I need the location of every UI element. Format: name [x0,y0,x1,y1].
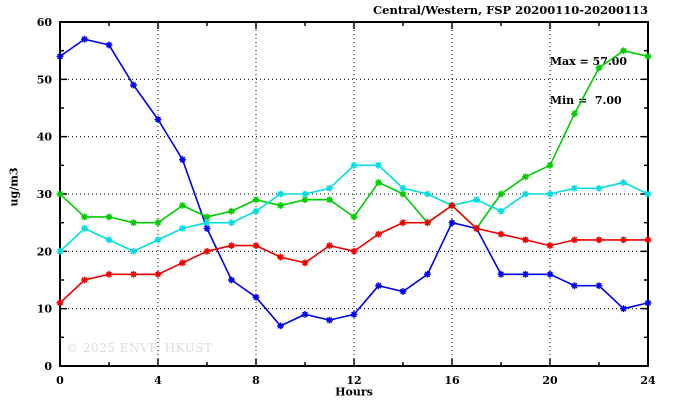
y-tick-label: 60 [37,16,53,29]
x-tick-label: 20 [542,374,558,387]
min-annotation: Min = 7.00 [549,94,622,107]
x-tick-label: 16 [444,374,460,387]
series-2-green-line [59,49,649,230]
max-annotation: Max = 57.00 [549,55,627,68]
x-axis-label: Hours [335,385,373,399]
x-tick-label: 12 [346,374,361,387]
chart-title: Central/Western, FSP 20200110-20200113 [373,3,648,17]
y-tick-label: 10 [37,303,53,316]
series-4-red-markers [56,202,652,307]
x-tick-label: 24 [640,374,656,387]
x-tick-label: 4 [154,374,162,387]
y-tick-label: 30 [37,188,53,201]
x-tick-label: 0 [56,374,64,387]
x-tick-label: 8 [252,374,260,387]
y-tick-label: 50 [37,73,53,86]
watermark: © 2025 ENVF, HKUST [66,341,213,355]
maxmin-annotation: Max = 57.00 Min = 7.00 [550,29,627,133]
y-tick-label: 40 [37,131,53,144]
series-1-blue-markers [56,35,652,330]
y-tick-label: 0 [44,360,52,373]
y-tick-label: 20 [37,245,53,258]
series-3-cyan-markers [56,161,652,255]
